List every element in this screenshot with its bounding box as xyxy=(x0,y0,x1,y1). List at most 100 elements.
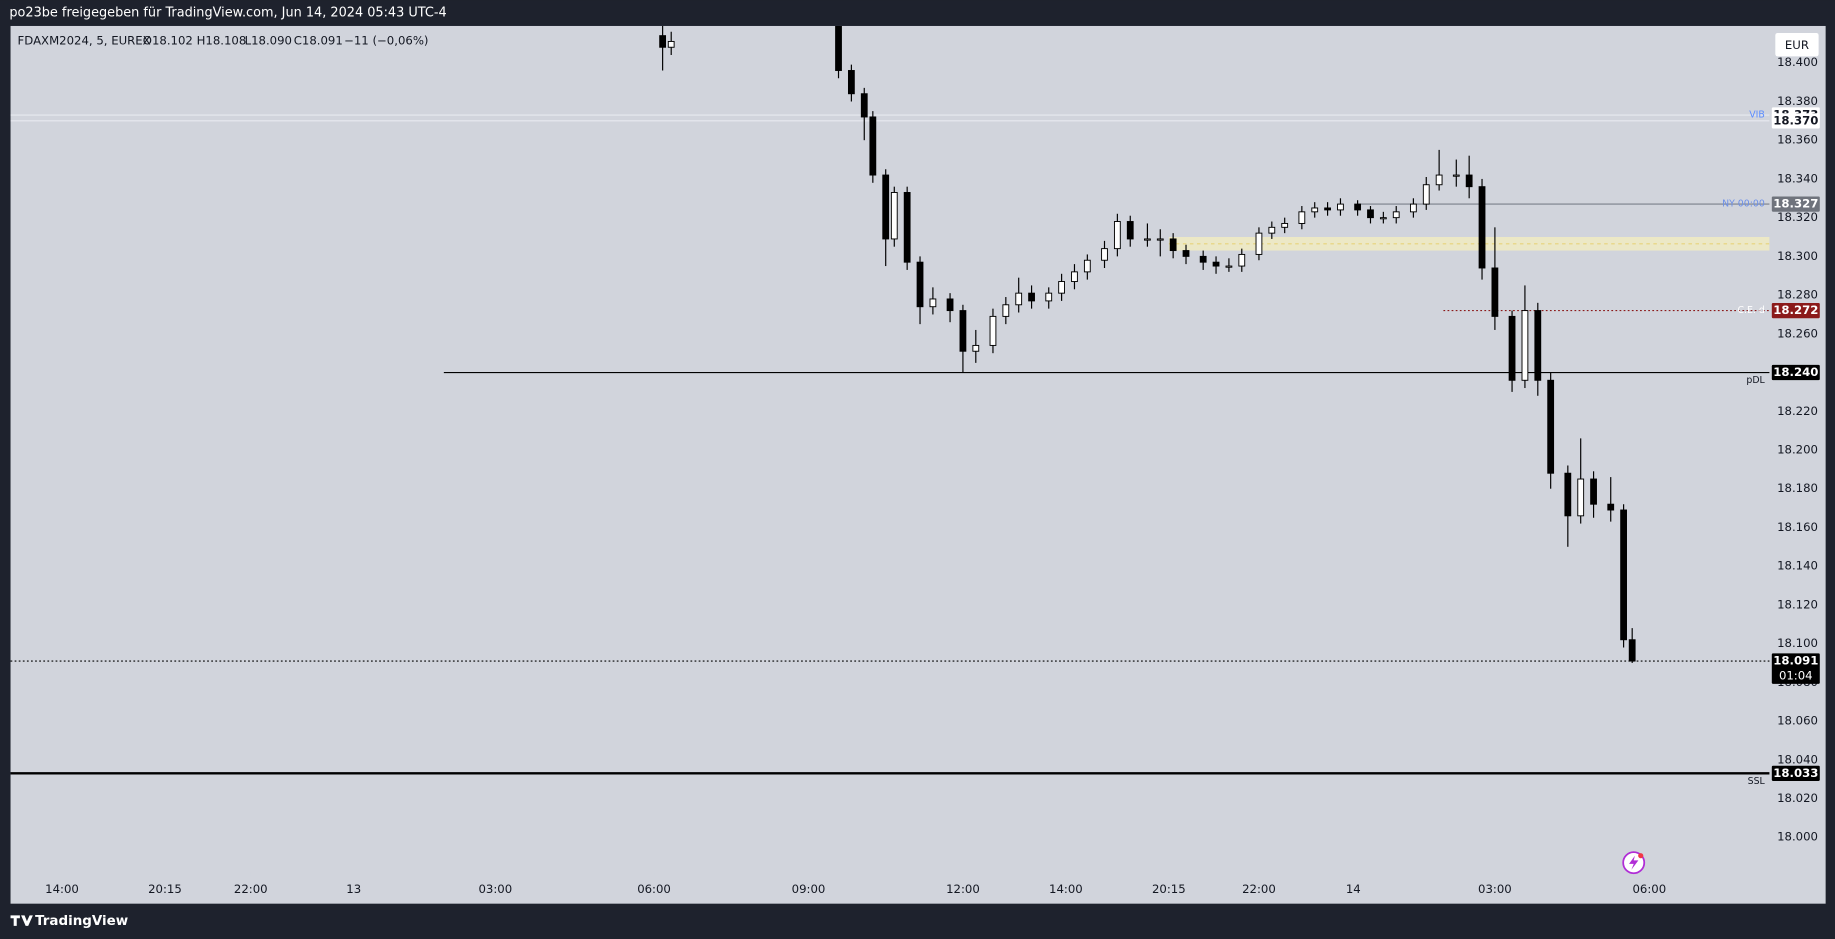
price-box xyxy=(1771,765,1820,781)
currency-box[interactable] xyxy=(1775,32,1819,57)
y-tick-label: 18.040 xyxy=(1777,752,1818,766)
candle-body xyxy=(1452,174,1460,177)
candle-body xyxy=(959,310,967,352)
zone xyxy=(1168,237,1770,251)
price-box xyxy=(1771,196,1820,212)
candle-body xyxy=(1422,184,1430,205)
y-tick-label: 18.400 xyxy=(1777,55,1818,69)
candle-body xyxy=(1337,203,1344,211)
candle-body xyxy=(1298,211,1306,224)
candle-body xyxy=(903,192,911,263)
candle-body xyxy=(1045,292,1053,302)
level-tag: pDL xyxy=(1746,375,1765,386)
candle-body xyxy=(1392,211,1400,219)
candle-body xyxy=(1083,259,1091,273)
candle-body xyxy=(1534,310,1542,381)
y-tick-label: 18.160 xyxy=(1777,520,1818,534)
candle-body xyxy=(946,298,954,312)
currency[interactable]: EUR xyxy=(1785,38,1809,52)
x-tick-label: 20:15 xyxy=(148,882,182,896)
candle-body xyxy=(1409,203,1417,213)
price-box xyxy=(1771,364,1820,381)
legend-open: O18.102 xyxy=(143,34,193,48)
x-tick-label: 06:00 xyxy=(1632,882,1666,896)
footer-brand[interactable]: TradingView xyxy=(35,914,128,929)
x-tick-label: 09:00 xyxy=(792,882,826,896)
y-tick-label: 18.320 xyxy=(1777,210,1818,224)
y-tick-label: 18.260 xyxy=(1777,326,1818,340)
candle-body xyxy=(1268,226,1276,234)
candle-body xyxy=(1547,379,1555,474)
level-tag: SSL xyxy=(1748,776,1766,787)
y-tick-label: 18.380 xyxy=(1777,94,1818,108)
candle-body xyxy=(1465,174,1473,188)
candle-body xyxy=(1607,503,1615,511)
candle-body xyxy=(989,315,997,346)
alert-icon[interactable] xyxy=(1622,851,1646,875)
candle-body xyxy=(869,116,877,176)
candle-body xyxy=(1225,265,1233,268)
candle-body xyxy=(916,261,924,308)
chart-area xyxy=(10,25,1826,904)
candle-body xyxy=(1182,250,1190,257)
candle-body xyxy=(1620,509,1627,641)
x-tick-label: 14:00 xyxy=(45,882,79,896)
candle-body xyxy=(1590,478,1597,505)
candle-body xyxy=(1491,267,1499,317)
candle-body xyxy=(667,40,675,48)
candle-body xyxy=(1311,207,1319,213)
candle-body xyxy=(1508,315,1516,381)
x-tick-label: 22:00 xyxy=(1242,882,1276,896)
x-tick-label: 20:15 xyxy=(1152,882,1186,896)
price-box xyxy=(1771,302,1820,319)
price-box xyxy=(1771,653,1820,684)
candle-body xyxy=(1199,255,1207,263)
candle-body xyxy=(1169,238,1177,252)
candle-body xyxy=(1238,253,1246,267)
legend-low: L18.090 xyxy=(245,34,292,48)
candle-body xyxy=(1281,222,1289,228)
x-tick-label: 03:00 xyxy=(478,882,512,896)
x-tick-label: 22:00 xyxy=(234,882,268,896)
price-label: 18.327 xyxy=(1773,197,1818,211)
candle-body xyxy=(1577,478,1585,517)
currency-button[interactable]: EUR xyxy=(1775,32,1819,57)
candle-body xyxy=(1255,232,1263,255)
plot xyxy=(10,25,1770,775)
candle-body xyxy=(1101,248,1108,261)
candle-body xyxy=(1521,310,1529,381)
y-tick-label: 18.140 xyxy=(1777,559,1818,573)
legend: FDAXM2024, 5, EUREX O18.102 H18.108 L18.… xyxy=(18,34,429,48)
legend-symbol: FDAXM2024, 5, EUREX xyxy=(18,34,151,48)
alert-dot xyxy=(1638,853,1644,859)
price-box xyxy=(1771,113,1820,129)
y-tick-label: 18.280 xyxy=(1777,288,1818,302)
candle-body xyxy=(847,70,855,95)
candle-body xyxy=(1367,209,1374,219)
candle-body xyxy=(972,344,980,352)
price-label: 18.033 xyxy=(1773,766,1818,780)
candle-body xyxy=(890,192,898,240)
candle-body xyxy=(1156,238,1164,241)
countdown: 01:04 xyxy=(1779,669,1813,683)
price-label: 18.272 xyxy=(1773,303,1818,317)
y-tick-label: 18.020 xyxy=(1777,791,1818,805)
brand-logo xyxy=(10,915,33,926)
price-label: 18.240 xyxy=(1773,365,1818,379)
x-tick-label: 14:00 xyxy=(1049,882,1083,896)
y-tick-label: 18.360 xyxy=(1777,133,1818,147)
x-tick-label: 14 xyxy=(1346,882,1361,896)
candle-body xyxy=(1435,174,1443,186)
y-tick-label: 18.060 xyxy=(1777,714,1818,728)
y-tick-label: 18.200 xyxy=(1777,442,1818,456)
candle-body xyxy=(882,174,890,240)
candle-body xyxy=(1002,304,1010,317)
legend-close: C18.091 xyxy=(294,34,343,48)
candle-body xyxy=(1028,292,1035,302)
candle-body xyxy=(1071,271,1078,283)
x-tick-label: 03:00 xyxy=(1478,882,1512,896)
y-tick-label: 18.300 xyxy=(1777,249,1818,263)
candle-body xyxy=(1324,207,1331,211)
